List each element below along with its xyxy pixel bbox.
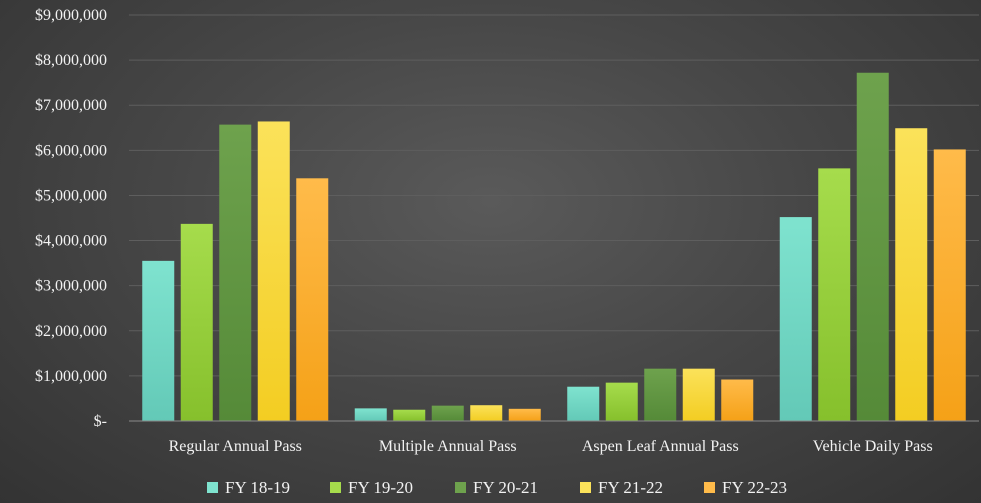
legend-label: FY 19-20 (348, 478, 413, 497)
bar-fy-19-20-regular-annual-pass (180, 223, 213, 421)
legend-label: FY 21-22 (598, 478, 663, 497)
legend-swatch (330, 482, 341, 493)
legend-swatch (704, 482, 715, 493)
y-tick-label: $- (94, 413, 107, 430)
bar-fy-21-22-vehicle-daily-pass (895, 128, 928, 421)
bar-fy-21-22-multiple-annual-pass (470, 405, 503, 421)
bar-fy-22-23-aspen-leaf-annual-pass (721, 379, 754, 421)
legend-label: FY 18-19 (225, 478, 290, 497)
bar-fy-22-23-regular-annual-pass (296, 178, 329, 421)
bar-fy-18-19-regular-annual-pass (142, 260, 175, 421)
y-tick-label: $5,000,000 (35, 187, 107, 204)
bar-fy-18-19-multiple-annual-pass (354, 408, 387, 421)
y-tick-label: $3,000,000 (35, 278, 107, 295)
gridlines (129, 14, 979, 377)
y-tick-label: $6,000,000 (35, 142, 107, 159)
legend-item-fy-19-20: FY 19-20 (330, 478, 413, 497)
legend-item-fy-22-23: FY 22-23 (704, 478, 787, 497)
bar-fy-20-21-multiple-annual-pass (431, 405, 464, 421)
legend-swatch (207, 482, 218, 493)
x-tick-label: Vehicle Daily Pass (813, 438, 933, 455)
x-tick-label: Aspen Leaf Annual Pass (582, 438, 739, 455)
bar-fy-20-21-regular-annual-pass (219, 124, 252, 422)
bar-fy-18-19-aspen-leaf-annual-pass (567, 386, 600, 421)
legend-label: FY 22-23 (722, 478, 787, 497)
y-tick-label: $4,000,000 (35, 233, 107, 250)
x-tick-label: Multiple Annual Pass (379, 438, 517, 455)
y-tick-label: $7,000,000 (35, 97, 107, 114)
legend-item-fy-21-22: FY 21-22 (580, 478, 663, 497)
legend-swatch (580, 482, 591, 493)
legend-label: FY 20-21 (473, 478, 538, 497)
x-tick-label: Regular Annual Pass (169, 438, 302, 455)
bar-fy-22-23-multiple-annual-pass (508, 408, 541, 421)
bar-fy-20-21-vehicle-daily-pass (856, 72, 889, 422)
legend: FY 18-19 FY 19-20 FY 20-21 FY 21-22 FY 22-23 (207, 478, 787, 497)
bar-fy-19-20-aspen-leaf-annual-pass (605, 382, 638, 421)
x-axis-category-labels: Regular Annual Pass Multiple Annual Pass A… (169, 438, 933, 455)
y-tick-label: $2,000,000 (35, 323, 107, 340)
y-tick-label: $9,000,000 (35, 7, 107, 24)
y-axis-tick-labels: $- $1,000,000 $2,000,000 $3,000,000 $4,000,0… (35, 7, 107, 430)
bar-fy-21-22-regular-annual-pass (257, 121, 290, 421)
bar-fy-21-22-aspen-leaf-annual-pass (682, 368, 715, 421)
y-tick-label: $8,000,000 (35, 52, 107, 69)
bars (142, 72, 966, 422)
bar-fy-18-19-vehicle-daily-pass (779, 217, 812, 421)
y-tick-label: $1,000,000 (35, 368, 107, 385)
legend-swatch (455, 482, 466, 493)
legend-item-fy-20-21: FY 20-21 (455, 478, 538, 497)
legend-item-fy-18-19: FY 18-19 (207, 478, 290, 497)
bar-fy-19-20-multiple-annual-pass (393, 409, 426, 421)
bar-fy-22-23-vehicle-daily-pass (933, 149, 966, 422)
bar-fy-20-21-aspen-leaf-annual-pass (644, 368, 677, 421)
bar-fy-19-20-vehicle-daily-pass (818, 168, 851, 421)
